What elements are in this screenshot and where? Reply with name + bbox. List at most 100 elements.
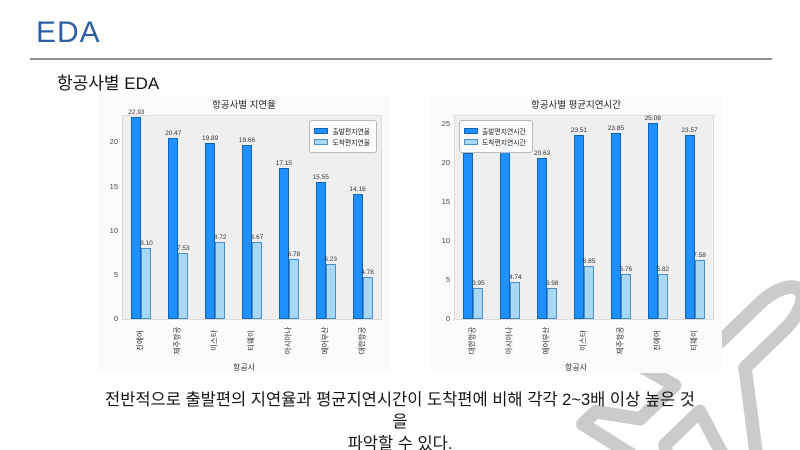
slide-title: EDA: [36, 16, 101, 49]
bar-arrival: [620, 274, 631, 319]
y-tick-label: 15: [109, 181, 118, 191]
plot-area: 21.303.9522.034.7420.633.9823.516.8523.8…: [454, 115, 714, 320]
bar-departure: [610, 133, 621, 319]
bar-value-label: 6.85: [582, 258, 596, 265]
bar-value-label: 7.58: [693, 252, 706, 259]
bar-value-label: 8.10: [140, 240, 153, 247]
legend-row: 도착편지연시간: [464, 137, 526, 147]
bar-value-label: 3.98: [545, 280, 559, 287]
bar-value-label: 25.08: [644, 115, 661, 122]
x-tick-label: 에어부산: [541, 326, 551, 355]
section-subtitle: 항공사별 EDA: [57, 74, 160, 93]
bar-value-label: 14.16: [349, 186, 366, 193]
bar-value-label: 19.66: [238, 137, 256, 144]
bar-arrival: [657, 274, 668, 319]
bar-value-label: 20.63: [534, 150, 551, 157]
bar-value-label: 6.23: [324, 256, 338, 263]
bar-value-label: 5.82: [656, 266, 670, 273]
bar-value-label: 7.53: [176, 245, 190, 252]
bar-arrival: [362, 277, 373, 319]
bar-departure: [205, 143, 216, 319]
caption-line-2: 을: [392, 412, 408, 431]
bar-arrival: [325, 264, 336, 319]
bar-departure: [315, 182, 326, 319]
legend-row: 출발편지연율: [314, 126, 370, 136]
bar-departure: [537, 158, 548, 319]
legend-swatch: [464, 139, 478, 145]
y-tick-label: 20: [441, 157, 450, 167]
title-divider: [30, 58, 772, 60]
caption-line-1: 전반적으로 출발편의 지연율과 평균지연시간이 도착편에 비해 각각 2~3배 …: [105, 391, 695, 409]
x-tick-label: 아시아나: [283, 326, 293, 355]
y-tick-label: 25: [441, 118, 450, 128]
bar-value-label: 3.95: [472, 280, 485, 287]
y-tick-label: 5: [113, 269, 118, 279]
y-tick-label: 0: [445, 314, 450, 323]
x-tick-label: 아시아나: [504, 326, 514, 355]
bar-arrival: [252, 242, 262, 319]
bar-value-label: 6.78: [287, 251, 301, 258]
x-tick-label: 진에어: [652, 330, 662, 351]
legend-label: 출발편지연율: [332, 128, 370, 136]
bar-value-label: 15.55: [312, 174, 329, 181]
chart-delay-rate: 항공사별 지연율 22.93 8.10 20.47 7.53 19.89 8.72 19.66…: [98, 95, 390, 373]
x-axis-label: 항공사: [232, 363, 256, 372]
bar-value-label: 8.67: [250, 234, 264, 241]
airplane-watermark: [576, 280, 800, 450]
y-tick-label: 10: [109, 225, 118, 235]
bar-arrival: [178, 253, 189, 319]
x-tick-label: 이스타: [209, 330, 219, 351]
x-tick-label: 대한항공: [467, 326, 477, 355]
bar-value-label: 8.72: [213, 234, 227, 241]
legend-label: 도착편지연시간: [482, 140, 526, 147]
caption-line-3: 파악할 수 있다.: [347, 434, 453, 450]
y-tick-label: 5: [445, 274, 450, 284]
bar-departure: [168, 138, 179, 319]
bar-departure: [463, 153, 474, 319]
bar-value-label: 22.93: [128, 109, 145, 116]
bar-value-label: 4.78: [361, 269, 374, 276]
bar-departure: [278, 168, 289, 319]
bar-value-label: 23.57: [681, 127, 698, 134]
x-tick-label: 이스타: [578, 330, 588, 351]
legend-swatch: [464, 127, 478, 134]
legend-label: 출발편지연시간: [482, 128, 526, 136]
caption: 전반적으로 출발편의 지연율과 평균지연시간이 도착편에 비해 각각 2~3배 …: [0, 390, 800, 450]
bar-departure: [574, 135, 584, 319]
x-tick-label: 티웨이: [689, 330, 699, 351]
bar-arrival: [215, 242, 226, 319]
bar-arrival: [288, 259, 299, 319]
y-tick-label: 20: [109, 137, 118, 147]
bar-arrival: [547, 288, 558, 319]
bar-arrival: [510, 282, 521, 319]
x-tick-label: 티웨이: [246, 330, 256, 351]
x-tick-label: 진에어: [135, 330, 145, 351]
bar-value-label: 23.85: [607, 125, 624, 132]
bar-departure: [131, 117, 142, 319]
legend-label: 도착편지연율: [332, 140, 370, 147]
bar-value-label: 5.76: [619, 266, 633, 273]
y-tick-label: 15: [441, 196, 450, 206]
x-tick-label: 에어부산: [320, 326, 330, 355]
plot-area: 22.93 8.10 20.47 7.53 19.89 8.72 19.66 8.67 17.1…: [122, 109, 382, 320]
legend-swatch: [314, 127, 329, 134]
bar-value-label: 19.89: [202, 135, 219, 142]
bar-arrival: [473, 288, 484, 319]
bar-departure: [242, 145, 252, 319]
chart-title: 항공사별 지연율: [212, 100, 276, 111]
bar-departure: [684, 135, 695, 319]
bar-arrival: [141, 248, 152, 319]
y-tick-label: 10: [441, 235, 450, 245]
bar-value-label: 23.51: [570, 127, 588, 134]
bar-value-label: 20.47: [165, 130, 182, 137]
bar-arrival: [694, 260, 705, 319]
bar-departure: [500, 147, 511, 319]
bar-value-label: 17.15: [275, 160, 292, 167]
bar-arrival: [584, 266, 594, 319]
x-tick-label: 제주항공: [172, 326, 182, 355]
x-tick-label: 제주항공: [615, 326, 625, 355]
legend-row: 출발편지연시간: [464, 126, 526, 136]
chart-avg-delay-time: 항공사별 평균지연시간21.303.9522.034.7420.633.9823…: [430, 95, 722, 373]
x-axis-label: 항공사: [564, 363, 588, 372]
